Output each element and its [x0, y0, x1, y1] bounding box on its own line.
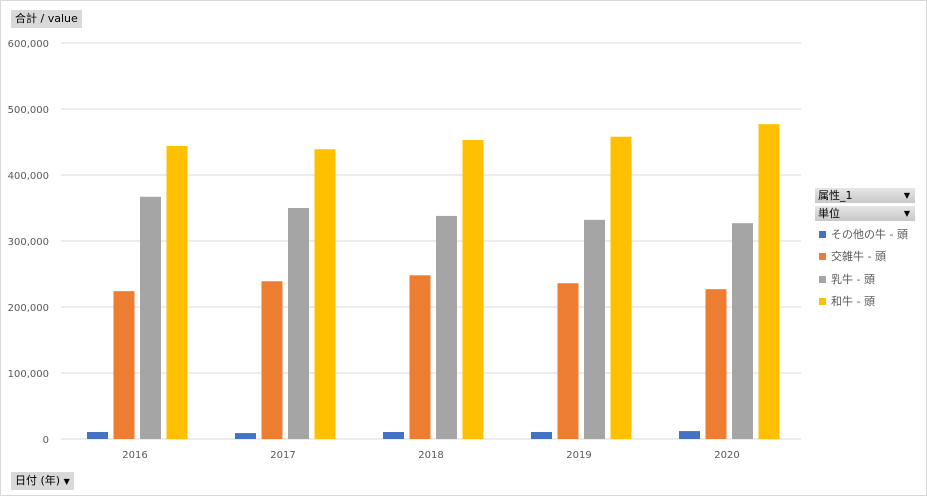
dropdown-arrow-icon: ▼	[63, 477, 70, 486]
bar-2016-1	[113, 291, 135, 439]
axis-field-button[interactable]: 日付 (年) ▼	[11, 472, 74, 490]
bar-2018-2	[436, 215, 457, 439]
legend-label: その他の牛 - 頭	[831, 228, 908, 241]
bar-2019-0	[531, 432, 552, 439]
bar-2020-0	[679, 431, 700, 439]
legend-item[interactable]: その他の牛 - 頭	[819, 226, 908, 242]
legend-filter-unit[interactable]: 単位 ▼	[815, 206, 915, 221]
y-tick-label: 200,000	[8, 303, 49, 314]
filter-label: 属性_1	[818, 189, 853, 202]
bar-2019-2	[584, 219, 605, 439]
filter-label: 単位	[818, 207, 840, 220]
bar-2020-1	[705, 289, 727, 439]
bar-2017-0	[235, 433, 256, 439]
bar-2020-3	[758, 124, 780, 440]
legend-swatch	[819, 253, 826, 260]
legend-label: 乳牛 - 頭	[831, 273, 875, 286]
bar-2020-2	[732, 223, 753, 439]
bar-2019-1	[557, 283, 579, 439]
legend-item[interactable]: 和牛 - 頭	[819, 293, 875, 309]
bar-2018-1	[409, 275, 431, 439]
legend-swatch	[819, 298, 826, 305]
y-tick-label: 500,000	[8, 105, 49, 116]
legend-label: 交雑牛 - 頭	[831, 250, 886, 263]
bar-2016-2	[140, 196, 161, 439]
x-tick-label: 2018	[418, 450, 443, 461]
y-tick-label: 300,000	[8, 237, 49, 248]
legend-item[interactable]: 交雑牛 - 頭	[819, 248, 886, 264]
axis-field-label: 日付 (年)	[15, 474, 61, 487]
legend-item[interactable]: 乳牛 - 頭	[819, 271, 875, 287]
legend-label: 和牛 - 頭	[831, 295, 875, 308]
bar-2016-3	[166, 145, 188, 439]
bar-2019-3	[610, 136, 632, 439]
value-field-button[interactable]: 合計 / value	[11, 10, 82, 28]
x-tick-label: 2016	[122, 450, 147, 461]
dropdown-arrow-icon: ▼	[903, 191, 910, 200]
bar-2017-3	[314, 149, 336, 439]
legend-swatch	[819, 276, 826, 283]
dropdown-arrow-icon: ▼	[903, 209, 910, 218]
x-tick-label: 2017	[270, 450, 295, 461]
bar-2017-1	[261, 281, 283, 439]
bar-2016-0	[87, 432, 108, 439]
x-tick-label: 2020	[714, 450, 739, 461]
legend-swatch	[819, 231, 826, 238]
y-tick-label: 0	[43, 435, 49, 446]
y-tick-label: 600,000	[8, 39, 49, 50]
y-tick-label: 400,000	[8, 171, 49, 182]
x-tick-label: 2019	[566, 450, 591, 461]
legend-filter-attr[interactable]: 属性_1 ▼	[815, 188, 915, 203]
value-field-label: 合計 / value	[15, 12, 78, 25]
y-tick-label: 100,000	[8, 369, 49, 380]
bar-2018-0	[383, 432, 404, 439]
bar-2018-3	[462, 140, 484, 439]
bar-2017-2	[288, 208, 309, 439]
